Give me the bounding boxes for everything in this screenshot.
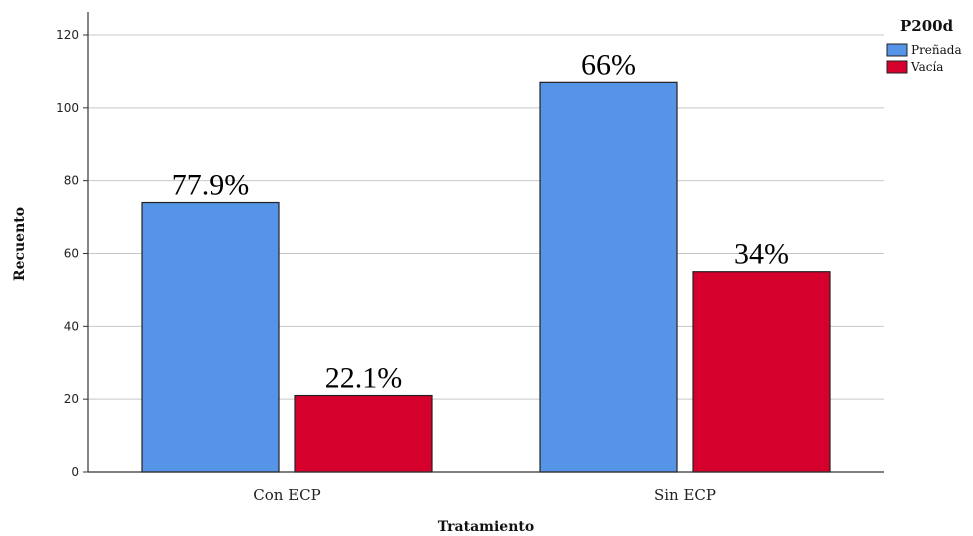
y-tick-label: 120: [56, 28, 79, 42]
legend: P200d Preñada Vacía: [886, 17, 962, 74]
bars: [141, 81, 831, 473]
data-labels: 77.9% 22.1% 66% 34%: [172, 48, 789, 394]
axes: 0 20 40 60 80 100 120 Con ECP Sin ECP: [56, 12, 884, 504]
legend-label: Vacía: [910, 60, 943, 74]
x-tick-label: Con ECP: [253, 486, 320, 504]
y-tick-label: 0: [71, 465, 79, 479]
data-label: 66%: [581, 48, 636, 81]
x-tick-label: Sin ECP: [654, 486, 716, 504]
bar-prenada-1: [539, 81, 678, 473]
y-tick-label: 20: [64, 392, 79, 406]
y-tick-label: 40: [64, 319, 79, 333]
y-tick-label: 60: [64, 247, 79, 261]
legend-swatch: [886, 60, 908, 74]
bar-vacia-0: [294, 394, 433, 473]
bar-vacia-1: [692, 271, 831, 473]
data-label: 34%: [734, 238, 789, 271]
legend-swatch: [886, 43, 908, 57]
bar-prenada-0: [141, 201, 280, 473]
data-label: 22.1%: [325, 362, 403, 395]
legend-title: P200d: [900, 17, 954, 35]
y-tick-label: 80: [64, 174, 79, 188]
x-axis-title: Tratamiento: [438, 519, 534, 535]
legend-label: Preñada: [911, 43, 962, 57]
y-axis-title: Recuento: [12, 207, 28, 281]
y-tick-label: 100: [56, 101, 79, 115]
data-label: 77.9%: [172, 169, 250, 202]
